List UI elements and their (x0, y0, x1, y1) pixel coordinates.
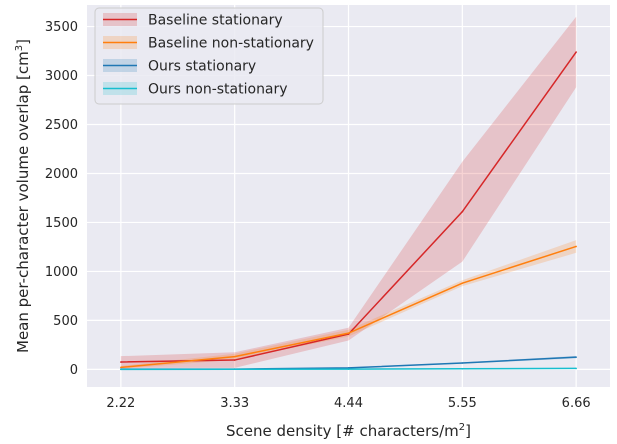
series-2-band (120, 355, 577, 370)
x-axis-label: Scene density [# characters/m2] (226, 422, 471, 440)
series-2-point (347, 367, 350, 369)
y-tick-label: 0 (70, 363, 78, 378)
series-0-band (120, 16, 577, 368)
series-2-point (575, 356, 577, 358)
y-tick-label: 1500 (45, 216, 78, 231)
series-1-point (233, 355, 236, 358)
y-tick-label: 3000 (45, 69, 78, 84)
y-tick-labels: 0 500 1000 1500 2000 2500 3000 3500 (45, 20, 78, 378)
y-tick-label: 2500 (45, 118, 78, 133)
legend-item-ours-stationary: Ours stationary (103, 59, 256, 75)
y-tick-label: 2000 (45, 167, 78, 182)
x-tick-label: 6.66 (562, 396, 591, 411)
legend-item-baseline-stationary: Baseline stationary (103, 13, 283, 29)
y-tick-label: 500 (53, 314, 78, 329)
y-tick-label: 3500 (45, 20, 78, 35)
series-1-point (120, 366, 122, 369)
legend-item-ours-non-stationary: Ours non-stationary (103, 82, 288, 98)
series-3-point (120, 368, 122, 371)
legend-label: Ours stationary (148, 59, 256, 75)
legend-label: Baseline non-stationary (148, 36, 314, 52)
series-3-point (347, 368, 350, 370)
series-1-point (347, 332, 350, 334)
series-lines (120, 51, 577, 371)
series-1-point (461, 282, 464, 284)
legend-box (94, 7, 324, 105)
series-3-point (233, 368, 236, 371)
series-1-point (575, 245, 577, 248)
series-2-point (461, 362, 464, 364)
series-0-point (461, 210, 464, 213)
legend-item-baseline-non-stationary: Baseline non-stationary (103, 36, 314, 52)
legend-label: Ours non-stationary (148, 82, 288, 98)
series-0-point (575, 51, 577, 53)
x-tick-label: 3.33 (220, 396, 249, 411)
series-3-point (575, 367, 577, 370)
series-0-point (120, 361, 122, 363)
y-axis-label: Mean per-character volume overlap [cm3] (14, 39, 32, 353)
y-tick-label: 1000 (45, 265, 78, 280)
legend-label: Baseline stationary (148, 13, 283, 29)
x-tick-label: 4.44 (334, 396, 363, 411)
x-tick-label: 5.55 (448, 396, 477, 411)
series-0-point (233, 359, 236, 361)
x-tick-label: 2.22 (106, 396, 135, 411)
series-3-point (461, 367, 464, 370)
x-tick-labels: 2.22 3.33 4.44 5.55 6.66 (106, 396, 590, 411)
legend: Baseline stationary Baseline non-station… (94, 7, 324, 105)
